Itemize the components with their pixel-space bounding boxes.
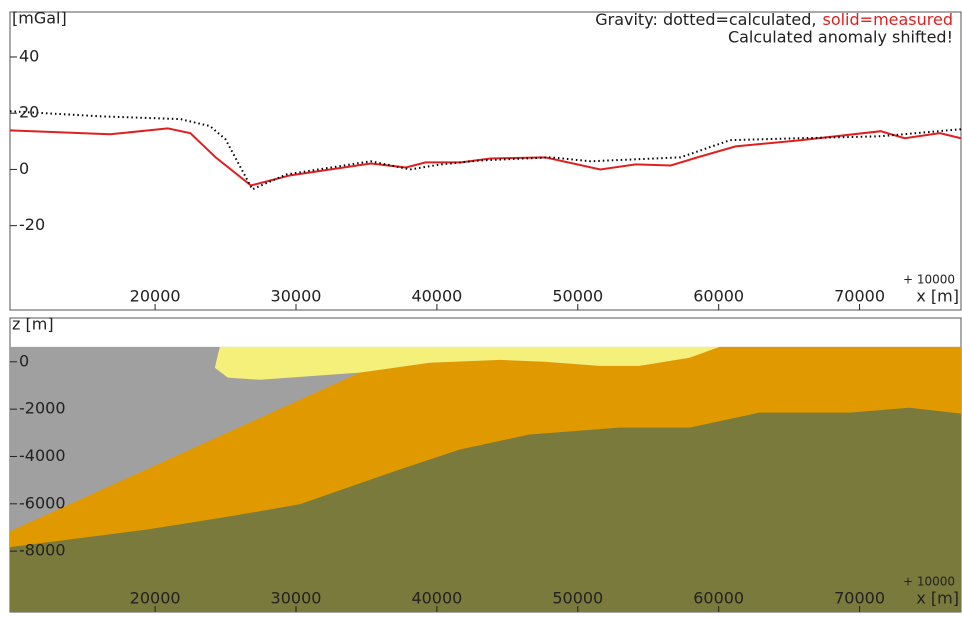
layer-body xyxy=(214,346,720,380)
y-axis-label: [mGal] xyxy=(12,9,67,28)
y-tick-label: -20 xyxy=(19,215,45,234)
x-tick-label: 70000 xyxy=(834,589,885,608)
y-tick-label: 0 xyxy=(19,159,29,178)
layer-body xyxy=(10,407,961,612)
x-tick-label: 20000 xyxy=(130,287,181,306)
legend-calculated: Gravity: dotted=calculated, xyxy=(595,10,816,29)
x-offset-label: + 10000 xyxy=(903,575,955,589)
y-tick-label: -2000 xyxy=(19,399,66,418)
y-tick-label: -4000 xyxy=(19,446,66,465)
x-offset-label: + 10000 xyxy=(903,273,955,287)
panel xyxy=(9,110,962,191)
x-tick-label: 40000 xyxy=(411,589,462,608)
y-tick-label: 0 xyxy=(19,351,29,370)
x-tick-label: 50000 xyxy=(552,287,603,306)
x-tick-label: 70000 xyxy=(834,287,885,306)
y-tick-label: 40 xyxy=(19,46,39,65)
top-frame xyxy=(9,11,962,311)
x-tick-label: 60000 xyxy=(693,589,744,608)
gravity-line xyxy=(9,110,962,191)
y-tick-label: 20 xyxy=(19,103,39,122)
y-tick-label: -8000 xyxy=(19,541,66,560)
x-tick-label: 40000 xyxy=(411,287,462,306)
x-axis-label: x [m] xyxy=(916,589,959,608)
x-tick-label: 50000 xyxy=(552,589,603,608)
x-tick-label: 30000 xyxy=(271,287,322,306)
legend-note: Gravity: dotted=calculated, solid=measure… xyxy=(595,10,953,29)
y-axis-label: z [m] xyxy=(12,315,54,334)
note-shifted: Calculated anomaly shifted! xyxy=(728,28,953,47)
y-tick-label: -6000 xyxy=(19,493,66,512)
x-tick-label: 30000 xyxy=(271,589,322,608)
gravity-line xyxy=(9,127,962,187)
x-tick-label: 20000 xyxy=(130,589,181,608)
panel xyxy=(10,346,961,612)
x-axis-label: x [m] xyxy=(916,287,959,306)
x-tick-label: 60000 xyxy=(693,287,744,306)
legend-measured: solid=measured xyxy=(822,10,953,29)
